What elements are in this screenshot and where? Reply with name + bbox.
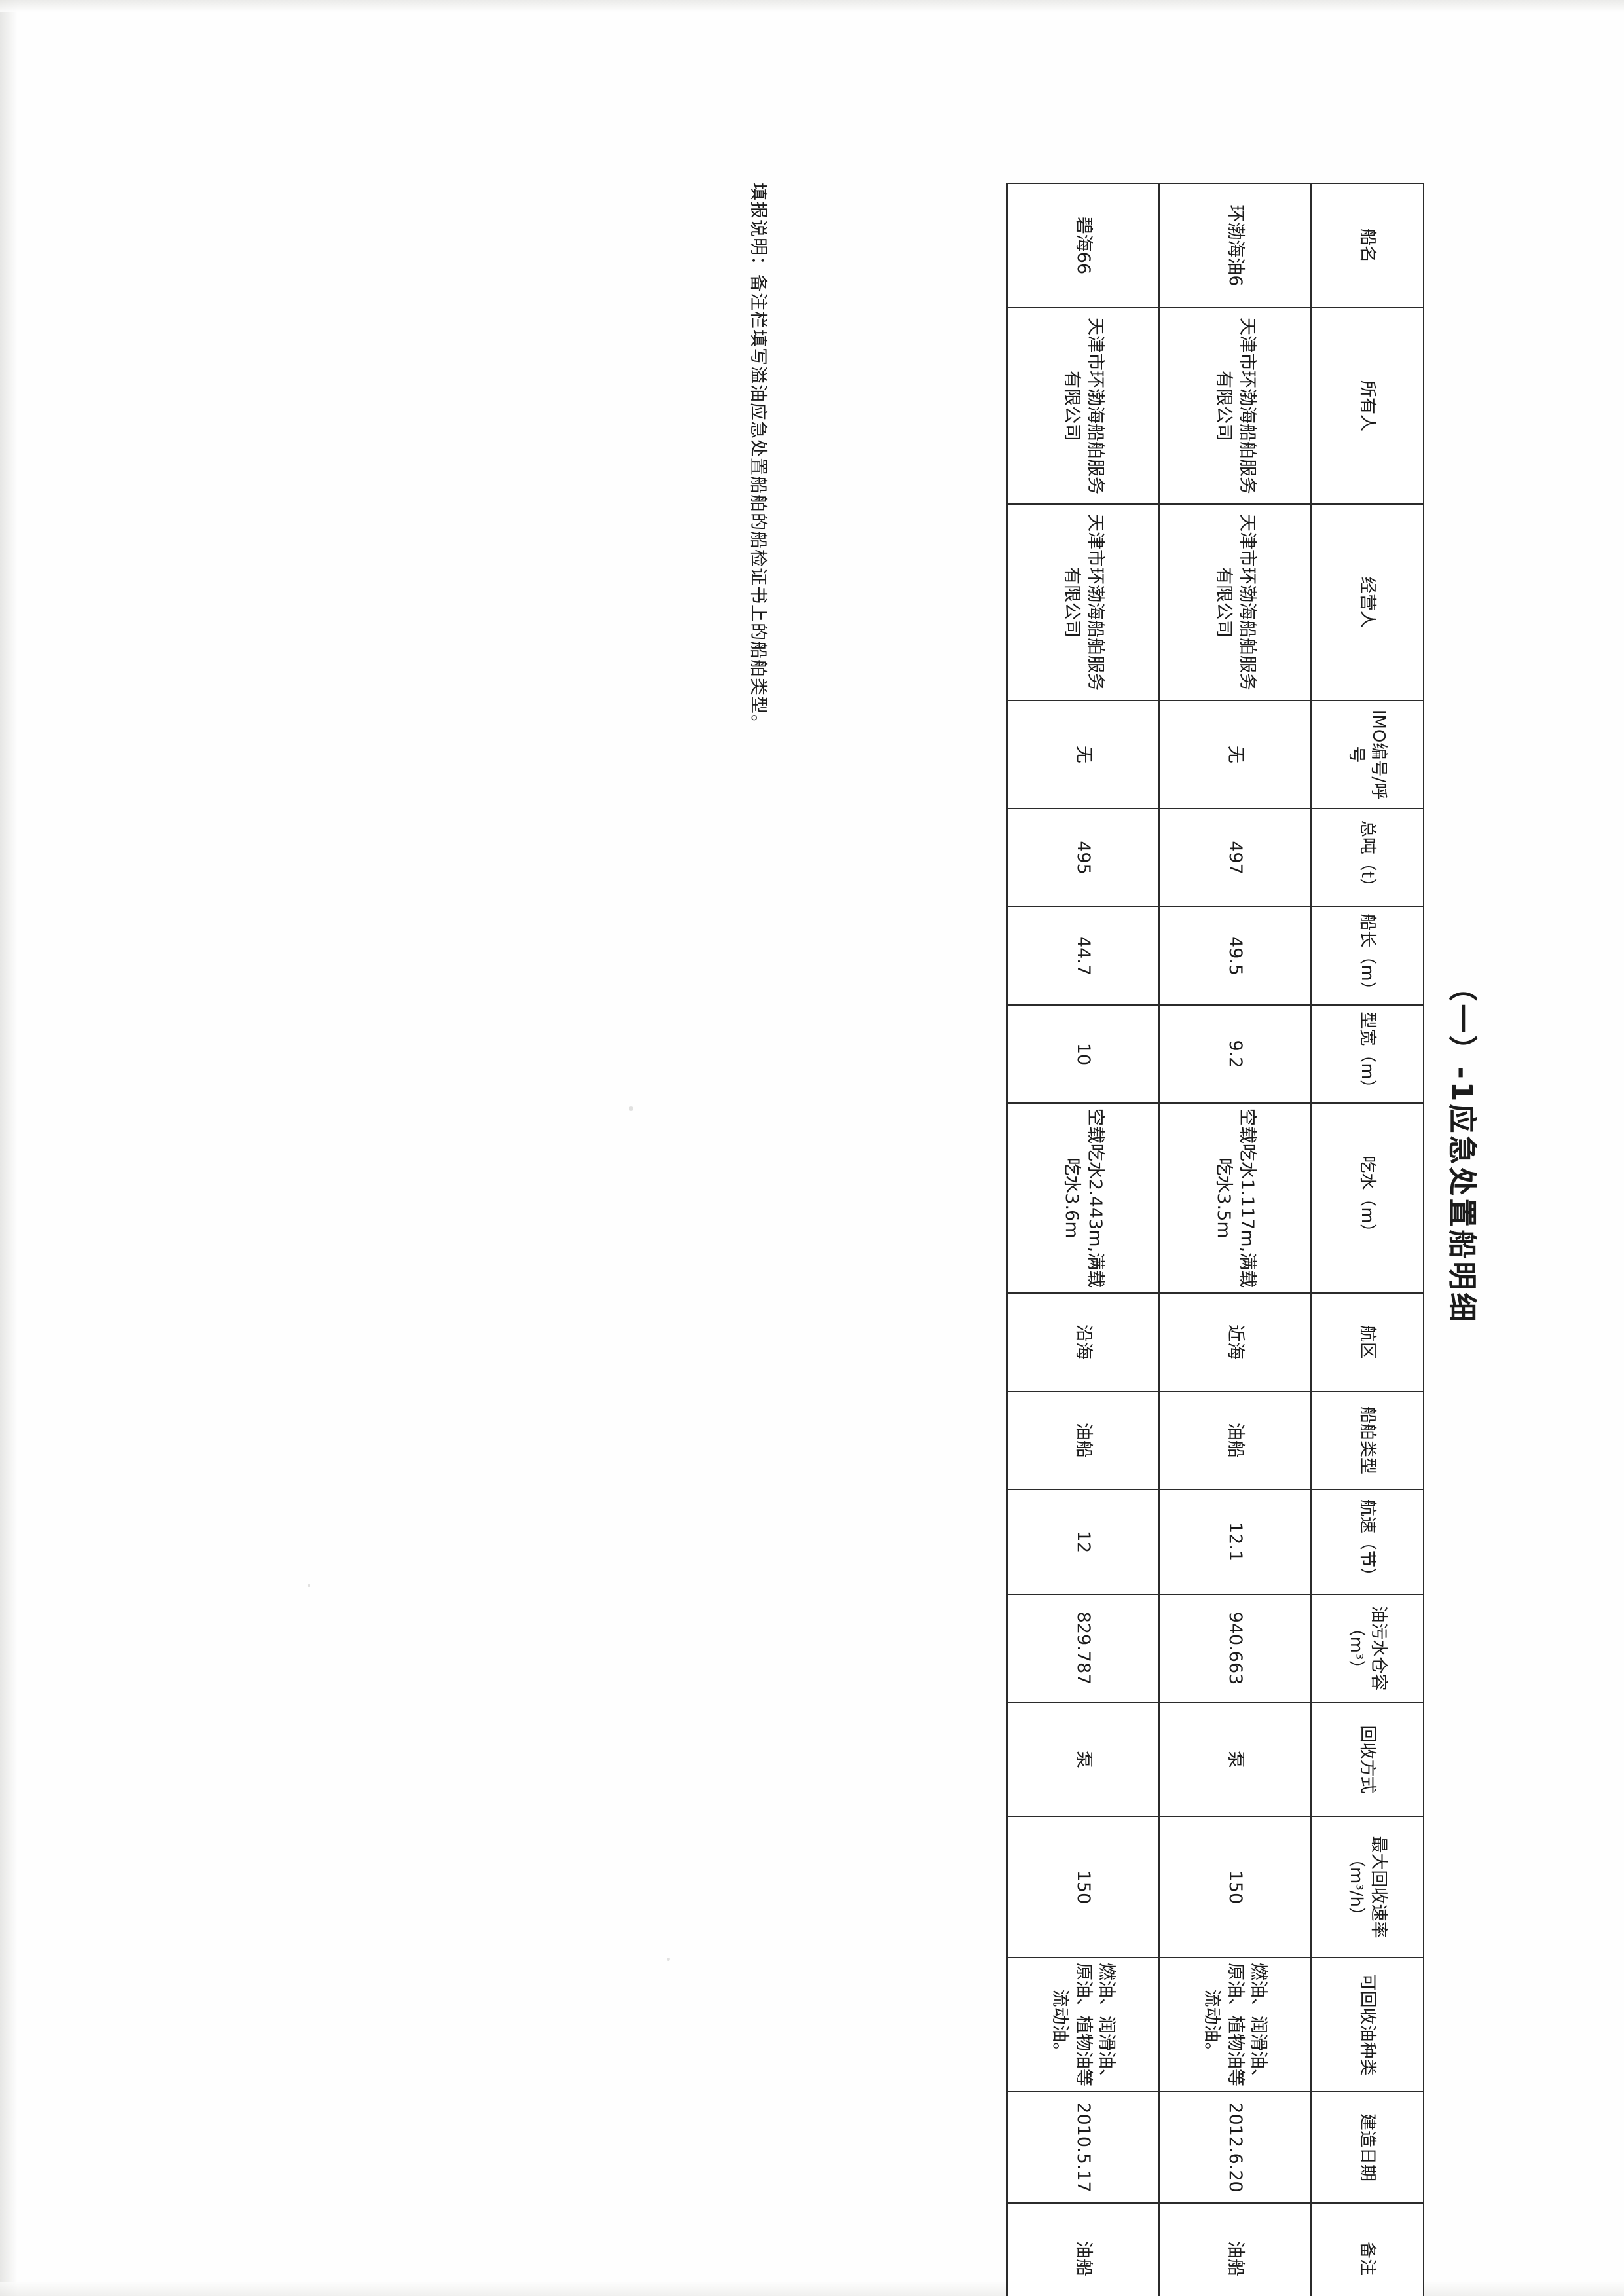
rotated-page-content: （一）-1应急处置船明细 船名 所有人 经营人 IMO编号/呼号 总吨（t） <box>75 68 1549 2296</box>
scan-speck <box>629 1106 633 1111</box>
col-header-recoverable-oils: 可回收油种类 <box>1311 1957 1424 2092</box>
cell-beam: 9.2 <box>1159 1004 1311 1103</box>
col-header-draft: 吃水（m） <box>1311 1102 1424 1293</box>
col-header-remarks: 备注 <box>1311 2202 1424 2296</box>
cell-build-date: 2010.5.17 <box>1007 2091 1159 2203</box>
cell-beam: 10 <box>1007 1004 1159 1103</box>
cell-oily-water-tank: 940.663 <box>1159 1594 1311 1702</box>
col-header-ship-name: 船名 <box>1311 183 1424 308</box>
col-header-max-recovery-rate: 最大回收速率（m³/h） <box>1311 1816 1424 1958</box>
table-row: 环渤海油6 天津市环渤海船舶服务有限公司 天津市环渤海船舶服务有限公司 无 49… <box>1159 183 1311 2296</box>
cell-operator: 天津市环渤海船舶服务有限公司 <box>1159 503 1311 701</box>
cell-recoverable-oils: 燃油、润滑油、原油、植物油等流动油。 <box>1159 1957 1311 2092</box>
cell-navigation-area: 沿海 <box>1007 1292 1159 1391</box>
cell-speed: 12.1 <box>1159 1489 1311 1594</box>
table-row: 碧海66 天津市环渤海船舶服务有限公司 天津市环渤海船舶服务有限公司 无 495… <box>1007 183 1159 2296</box>
form-filling-note: 填报说明：备注栏填写溢油应急处置船舶的船检证书上的船舶类型。 <box>748 182 768 733</box>
cell-remarks: 油船 <box>1159 2202 1311 2296</box>
cell-build-date: 2012.6.20 <box>1159 2091 1311 2203</box>
col-header-owner: 所有人 <box>1311 307 1424 504</box>
cell-owner: 天津市环渤海船舶服务有限公司 <box>1007 307 1159 504</box>
cell-recovery-method: 泵 <box>1007 1702 1159 1817</box>
col-header-build-date: 建造日期 <box>1311 2091 1424 2203</box>
col-header-navigation-area: 航区 <box>1311 1292 1424 1391</box>
scan-speck <box>308 1584 310 1587</box>
cell-max-recovery-rate: 150 <box>1007 1816 1159 1958</box>
cell-length: 49.5 <box>1159 906 1311 1005</box>
cell-imo-call-sign: 无 <box>1159 700 1311 809</box>
table-header-row: 船名 所有人 经营人 IMO编号/呼号 总吨（t） 船长（m） 型宽（m） 吃水… <box>1311 183 1424 2296</box>
col-header-beam: 型宽（m） <box>1311 1004 1424 1103</box>
cell-ship-type: 油船 <box>1159 1391 1311 1489</box>
col-header-ship-type: 船舶类型 <box>1311 1391 1424 1489</box>
cell-owner: 天津市环渤海船舶服务有限公司 <box>1159 307 1311 504</box>
scan-speck <box>667 1958 670 1961</box>
col-header-length: 船长（m） <box>1311 906 1424 1005</box>
col-header-recovery-method: 回收方式 <box>1311 1702 1424 1817</box>
document-sheet: （一）-1应急处置船明细 船名 所有人 经营人 IMO编号/呼号 总吨（t） <box>75 68 1549 2296</box>
cell-oily-water-tank: 829.787 <box>1007 1594 1159 1702</box>
cell-recoverable-oils: 燃油、润滑油、原油、植物油等流动油。 <box>1007 1957 1159 2092</box>
col-header-gross-tonnage: 总吨（t） <box>1311 808 1424 907</box>
cell-gross-tonnage: 495 <box>1007 808 1159 907</box>
scan-edge-left <box>0 0 17 2296</box>
cell-ship-name: 碧海66 <box>1007 183 1159 308</box>
col-header-speed: 航速（节） <box>1311 1489 1424 1594</box>
col-header-imo-call-sign: IMO编号/呼号 <box>1311 700 1424 809</box>
cell-ship-type: 油船 <box>1007 1391 1159 1489</box>
cell-length: 44.7 <box>1007 906 1159 1005</box>
cell-operator: 天津市环渤海船舶服务有限公司 <box>1007 503 1159 701</box>
emergency-response-vessel-table: 船名 所有人 经营人 IMO编号/呼号 总吨（t） 船长（m） 型宽（m） 吃水… <box>1006 182 1424 2296</box>
cell-speed: 12 <box>1007 1489 1159 1594</box>
cell-remarks: 油船 <box>1007 2202 1159 2296</box>
cell-max-recovery-rate: 150 <box>1159 1816 1311 1958</box>
cell-ship-name: 环渤海油6 <box>1159 183 1311 308</box>
cell-draft: 空载吃水2.443m,满载吃水3.6m <box>1007 1102 1159 1293</box>
cell-recovery-method: 泵 <box>1159 1702 1311 1817</box>
scan-edge-top <box>0 0 1624 12</box>
cell-draft: 空载吃水1.117m,满载吃水3.5m <box>1159 1102 1311 1293</box>
col-header-operator: 经营人 <box>1311 503 1424 701</box>
cell-imo-call-sign: 无 <box>1007 700 1159 809</box>
page-title: （一）-1应急处置船明细 <box>1445 972 1479 1324</box>
cell-gross-tonnage: 497 <box>1159 808 1311 907</box>
col-header-oily-water-tank: 油污水仓容（m³） <box>1311 1594 1424 1702</box>
cell-navigation-area: 近海 <box>1159 1292 1311 1391</box>
